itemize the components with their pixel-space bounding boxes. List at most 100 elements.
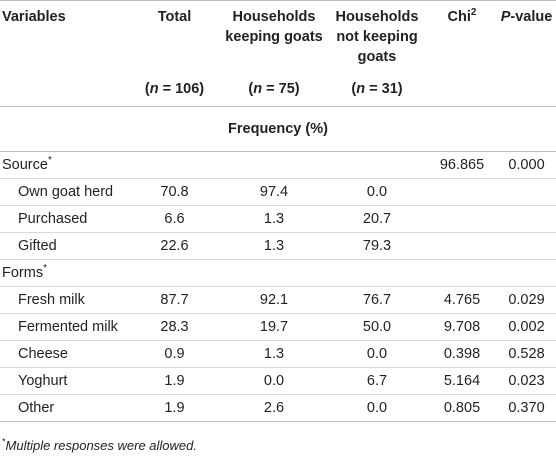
cell-p-value: 0.029 bbox=[497, 286, 556, 314]
cell-not-keeping: 0.0 bbox=[327, 340, 427, 368]
section-label-source: Source* bbox=[0, 151, 128, 179]
cell-keeping: 97.4 bbox=[221, 178, 327, 206]
cell-not-keeping: 50.0 bbox=[327, 313, 427, 341]
table-footnote: *Multiple responses were allowed. bbox=[2, 436, 197, 453]
cell-chi: 0.805 bbox=[427, 394, 497, 422]
header-variables: Variables bbox=[0, 0, 128, 77]
table-cell bbox=[128, 151, 221, 179]
frequency-label: Frequency (%) bbox=[0, 106, 556, 152]
sample-size-not-keeping: (n = 31) bbox=[327, 77, 427, 107]
cell-p-value bbox=[497, 178, 556, 206]
header-chi-superscript: 2 bbox=[470, 7, 477, 19]
cell-keeping: 1.3 bbox=[221, 205, 327, 233]
sample-size-total: (n = 106) bbox=[128, 77, 221, 107]
table-cell bbox=[327, 259, 427, 287]
table-row: Purchased 6.6 1.3 20.7 bbox=[0, 205, 556, 233]
table-row: Own goat herd 70.8 97.4 0.0 bbox=[0, 178, 556, 206]
results-table: Variables Total Households keeping goats… bbox=[0, 0, 556, 422]
header-households-not-keeping: Households not keeping goats bbox=[327, 0, 427, 77]
cell-total: 6.6 bbox=[128, 205, 221, 233]
section-forms-text: Forms bbox=[2, 265, 44, 281]
table-row: Fermented milk 28.3 19.7 50.0 9.708 0.00… bbox=[0, 313, 556, 341]
header-chi-text: Chi bbox=[447, 9, 471, 25]
cell-chi: 0.398 bbox=[427, 340, 497, 368]
frequency-row: Frequency (%) bbox=[0, 106, 556, 152]
cell-p-value bbox=[497, 205, 556, 233]
cell-keeping: 0.0 bbox=[221, 367, 327, 395]
sample-size-blank bbox=[0, 77, 128, 107]
row-label: Own goat herd bbox=[0, 178, 128, 206]
table-cell bbox=[497, 259, 556, 287]
sample-size-row: (n = 106) (n = 75) (n = 31) bbox=[0, 77, 556, 107]
cell-keeping: 1.3 bbox=[221, 232, 327, 260]
cell-not-keeping: 0.0 bbox=[327, 178, 427, 206]
row-label: Fermented milk bbox=[0, 313, 128, 341]
data-table-container: Variables Total Households keeping goats… bbox=[0, 0, 556, 422]
section-source-marker: * bbox=[47, 155, 52, 167]
header-p-value: P-value bbox=[497, 0, 556, 77]
cell-keeping: 19.7 bbox=[221, 313, 327, 341]
sample-size-chi-blank bbox=[427, 77, 497, 107]
cell-chi bbox=[427, 232, 497, 260]
sample-size-n-symbol: n bbox=[253, 81, 263, 97]
cell-total: 1.9 bbox=[128, 367, 221, 395]
header-chi: Chi2 bbox=[427, 0, 497, 77]
cell-p-value: 0.023 bbox=[497, 367, 556, 395]
cell-chi: 4.765 bbox=[427, 286, 497, 314]
cell-keeping: 92.1 bbox=[221, 286, 327, 314]
cell-chi: 9.708 bbox=[427, 313, 497, 341]
sample-size-n-symbol: n bbox=[149, 81, 159, 97]
cell-not-keeping: 20.7 bbox=[327, 205, 427, 233]
section-row-forms: Forms* bbox=[0, 259, 556, 287]
cell-total: 70.8 bbox=[128, 178, 221, 206]
table-cell bbox=[427, 259, 497, 287]
header-p-rest: -value bbox=[510, 9, 553, 25]
cell-chi bbox=[427, 205, 497, 233]
cell-total: 22.6 bbox=[128, 232, 221, 260]
row-label: Purchased bbox=[0, 205, 128, 233]
table-cell bbox=[327, 151, 427, 179]
cell-not-keeping: 0.0 bbox=[327, 394, 427, 422]
section-label-forms: Forms* bbox=[0, 259, 128, 287]
table-row: Cheese 0.9 1.3 0.0 0.398 0.528 bbox=[0, 340, 556, 368]
cell-total: 0.9 bbox=[128, 340, 221, 368]
cell-chi bbox=[427, 178, 497, 206]
cell-keeping: 1.3 bbox=[221, 340, 327, 368]
source-chi: 96.865 bbox=[427, 151, 497, 179]
footnote-text: Multiple responses were allowed. bbox=[5, 438, 197, 453]
cell-not-keeping: 6.7 bbox=[327, 367, 427, 395]
sample-size-n-symbol: n bbox=[356, 81, 366, 97]
table-cell bbox=[128, 259, 221, 287]
cell-p-value: 0.370 bbox=[497, 394, 556, 422]
table-row: Yoghurt 1.9 0.0 6.7 5.164 0.023 bbox=[0, 367, 556, 395]
row-label: Yoghurt bbox=[0, 367, 128, 395]
header-households-keeping: Households keeping goats bbox=[221, 0, 327, 77]
header-p-italic: P bbox=[500, 9, 511, 25]
table-cell bbox=[221, 259, 327, 287]
footnote-marker: * bbox=[2, 436, 6, 447]
row-label: Gifted bbox=[0, 232, 128, 260]
cell-chi: 5.164 bbox=[427, 367, 497, 395]
cell-total: 28.3 bbox=[128, 313, 221, 341]
table-row: Gifted 22.6 1.3 79.3 bbox=[0, 232, 556, 260]
section-source-text: Source bbox=[2, 157, 48, 173]
header-row: Variables Total Households keeping goats… bbox=[0, 0, 556, 77]
cell-keeping: 2.6 bbox=[221, 394, 327, 422]
cell-p-value bbox=[497, 232, 556, 260]
table-row: Other 1.9 2.6 0.0 0.805 0.370 bbox=[0, 394, 556, 422]
section-forms-marker: * bbox=[43, 263, 47, 275]
cell-total: 87.7 bbox=[128, 286, 221, 314]
section-row-source: Source* 96.865 0.000 bbox=[0, 151, 556, 179]
cell-total: 1.9 bbox=[128, 394, 221, 422]
row-label: Cheese bbox=[0, 340, 128, 368]
row-label: Fresh milk bbox=[0, 286, 128, 314]
source-p-value: 0.000 bbox=[497, 151, 556, 179]
header-total: Total bbox=[128, 0, 221, 77]
cell-p-value: 0.002 bbox=[497, 313, 556, 341]
sample-size-keeping: (n = 75) bbox=[221, 77, 327, 107]
table-row: Fresh milk 87.7 92.1 76.7 4.765 0.029 bbox=[0, 286, 556, 314]
cell-p-value: 0.528 bbox=[497, 340, 556, 368]
table-cell bbox=[221, 151, 327, 179]
cell-not-keeping: 79.3 bbox=[327, 232, 427, 260]
row-label: Other bbox=[0, 394, 128, 422]
